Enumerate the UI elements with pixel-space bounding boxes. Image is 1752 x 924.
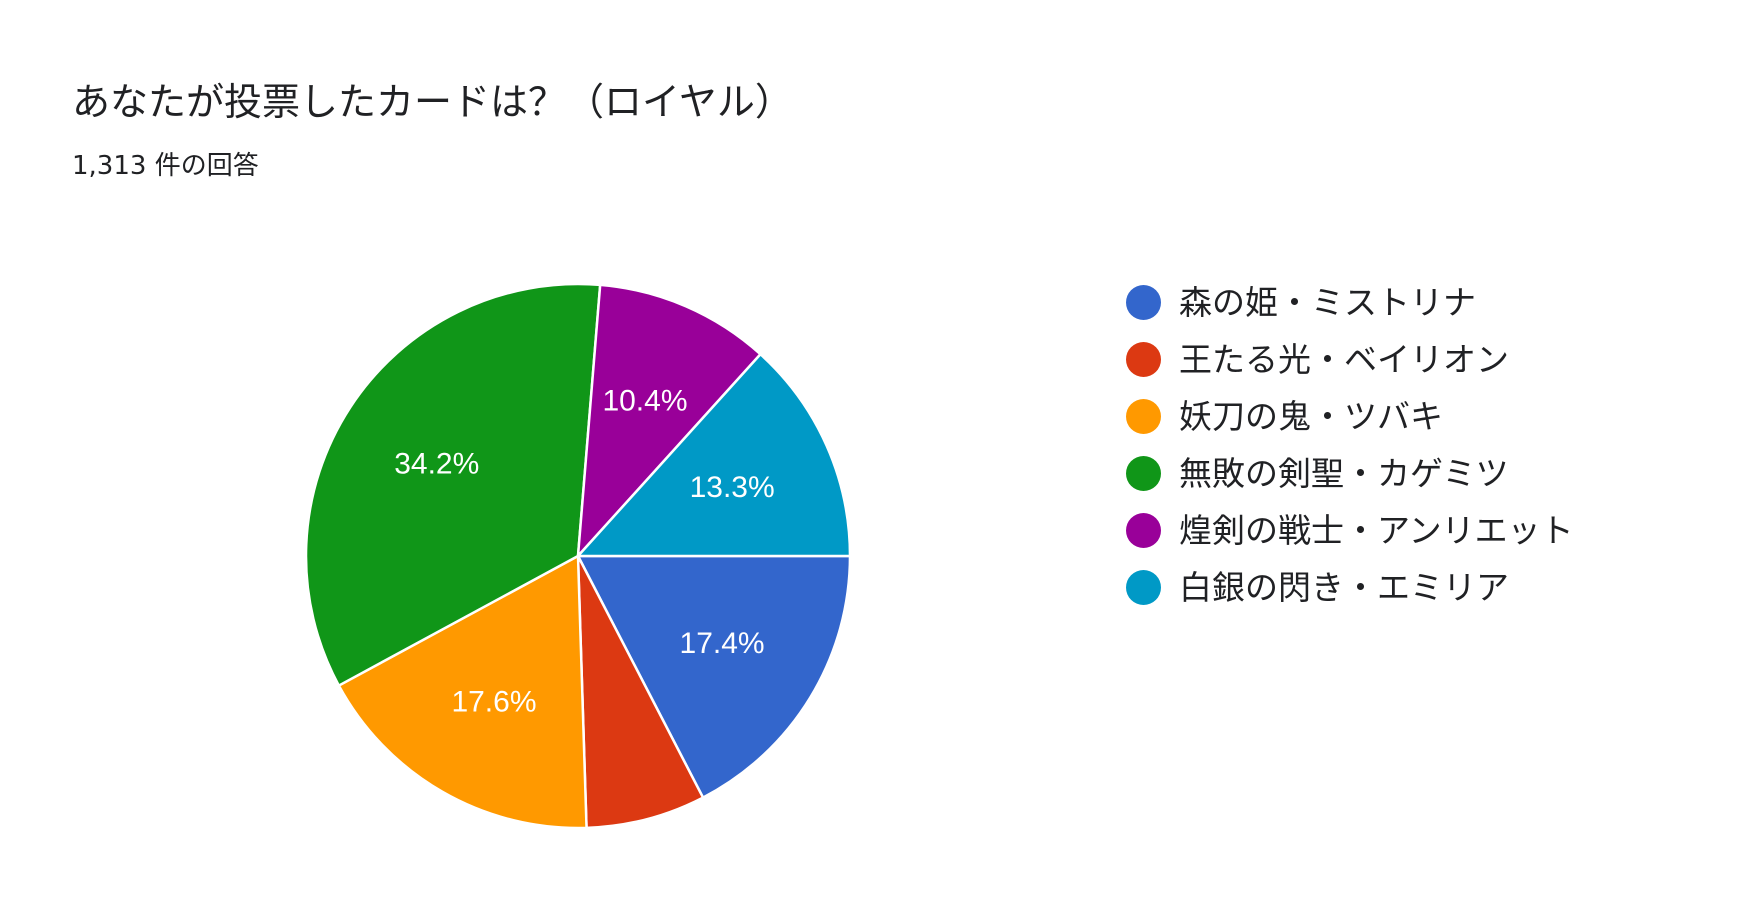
legend-item[interactable]: 王たる光・ベイリオン — [1126, 331, 1574, 388]
legend-label: 森の姫・ミストリナ — [1179, 282, 1476, 322]
slice-percent-label: 10.4% — [602, 385, 687, 418]
legend-label: 王たる光・ベイリオン — [1179, 339, 1509, 379]
slice-percent-label: 17.4% — [680, 627, 765, 660]
pie-slices — [304, 282, 852, 830]
pie-labels: 17.4% 17.6% 34.2% 10.4% 13.3% — [394, 385, 774, 719]
legend-swatch-icon — [1126, 513, 1161, 548]
legend-swatch-icon — [1126, 570, 1161, 605]
legend-item[interactable]: 無敗の剣聖・カゲミツ — [1126, 445, 1574, 502]
legend-item[interactable]: 白銀の閃き・エミリア — [1126, 559, 1574, 616]
legend-item[interactable]: 煌剣の戦士・アンリエット — [1126, 502, 1574, 559]
legend-swatch-icon — [1126, 342, 1161, 377]
legend-label: 妖刀の鬼・ツバキ — [1179, 396, 1443, 436]
pie-slice[interactable] — [576, 554, 852, 799]
legend-label: 無敗の剣聖・カゲミツ — [1179, 453, 1509, 493]
chart-title: あなたが投票したカードは？（ロイヤル） — [72, 80, 793, 124]
legend-item[interactable]: 森の姫・ミストリナ — [1126, 274, 1574, 331]
slice-percent-label: 13.3% — [690, 471, 775, 504]
legend-label: 白銀の閃き・エミリア — [1179, 567, 1509, 607]
pie-slice[interactable] — [576, 554, 705, 830]
slice-percent-label: 17.6% — [451, 686, 536, 719]
legend-swatch-icon — [1126, 399, 1161, 434]
pie-slice[interactable] — [576, 283, 762, 558]
pie-slice[interactable] — [304, 282, 602, 687]
legend-label: 煌剣の戦士・アンリエット — [1179, 510, 1574, 550]
slice-percent-label: 34.2% — [394, 447, 479, 480]
pie-slice[interactable] — [337, 554, 588, 830]
legend-item[interactable]: 妖刀の鬼・ツバキ — [1126, 388, 1574, 445]
legend-swatch-icon — [1126, 285, 1161, 320]
chart-legend: 森の姫・ミストリナ 王たる光・ベイリオン 妖刀の鬼・ツバキ無敗の剣聖・カゲミツ煌剣の… — [1126, 274, 1574, 616]
pie-slice[interactable] — [576, 353, 852, 558]
legend-swatch-icon — [1126, 456, 1161, 491]
response-count: 1,313 件の回答 — [72, 151, 259, 181]
